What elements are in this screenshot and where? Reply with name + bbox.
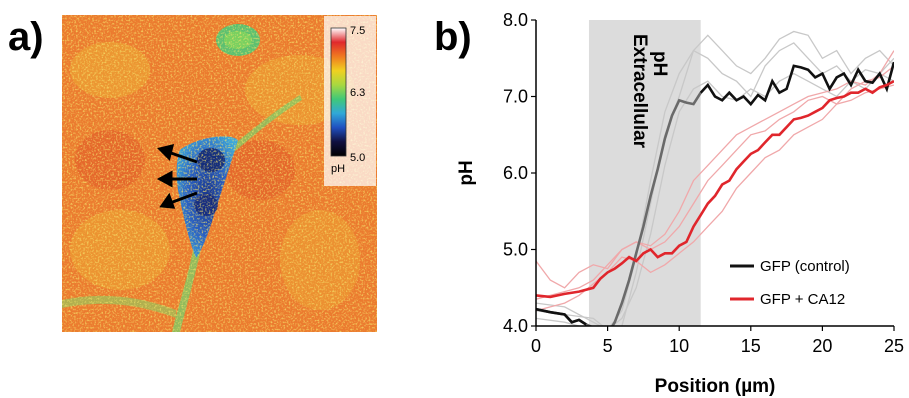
- y-axis-title: pH: [456, 160, 477, 185]
- arrow-icon-group: [156, 143, 198, 209]
- legend: GFP (control) GFP + CA12: [730, 258, 850, 308]
- chart-b: Extracellular pH 4.0 5.0 6.0 7.0 8.0 0 5 10 15 2…: [456, 10, 904, 397]
- y-tick-label-1: 5.0: [503, 240, 528, 260]
- y-tick-label-0: 4.0: [503, 316, 528, 336]
- extracellular-band: [588, 20, 701, 326]
- replicate-line-3: [536, 50, 894, 289]
- band-label-line1: Extracellular: [629, 34, 650, 149]
- replicate-line-2: [536, 72, 894, 326]
- replicate-lines: [536, 30, 894, 326]
- y-tick-label-4: 8.0: [503, 10, 528, 30]
- replicate-line-1: [536, 30, 894, 326]
- colorbar-tick-top: 7.5: [350, 25, 365, 37]
- panel-b-label: b): [434, 15, 472, 59]
- x-tick-label-0: 0: [531, 336, 541, 356]
- replicate-line-5: [536, 65, 894, 300]
- legend-label-control: GFP (control): [760, 258, 850, 275]
- x-tick-label-2: 10: [669, 336, 689, 356]
- series-lines: [536, 61, 894, 326]
- colorbar: 7.5 6.3 5.0 pH: [324, 16, 376, 186]
- replicate-line-0: [536, 42, 894, 326]
- colorbar-tick-mid: 6.3: [350, 87, 365, 99]
- y-tick-label-3: 7.0: [503, 87, 528, 107]
- panel-a-label: a): [8, 15, 44, 59]
- colorbar-gradient: [330, 27, 347, 157]
- colorbar-label: pH: [331, 163, 345, 175]
- legend-label-ca12: GFP + CA12: [760, 291, 845, 308]
- x-axis-title: Position (µm): [655, 376, 776, 397]
- x-tick-label-4: 20: [812, 336, 832, 356]
- series-line-1: [536, 80, 894, 299]
- y-tick-label-2: 6.0: [503, 163, 528, 183]
- x-tick-label-1: 5: [603, 336, 613, 356]
- band-label-line2: pH: [649, 51, 670, 76]
- x-tick-label-5: 25: [884, 336, 904, 356]
- replicate-line-4: [536, 84, 894, 312]
- x-ticks: 0 5 10 15 20 25: [531, 326, 904, 356]
- y-ticks: 4.0 5.0 6.0 7.0 8.0: [503, 10, 536, 336]
- colorbar-tick-bottom: 5.0: [350, 152, 365, 164]
- x-tick-label-3: 15: [741, 336, 761, 356]
- series-line-0: [536, 61, 894, 326]
